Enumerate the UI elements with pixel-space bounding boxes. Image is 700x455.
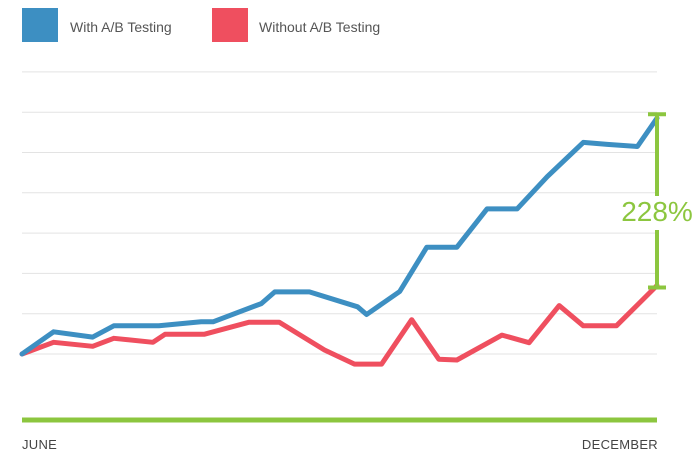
x-axis-end-label: DECEMBER — [582, 437, 658, 452]
legend-label-without-ab-testing: Without A/B Testing — [259, 19, 380, 35]
difference-annotation: 228% — [621, 112, 693, 290]
legend-swatch-without-ab-testing — [212, 8, 248, 42]
annotation-label: 228% — [621, 196, 693, 227]
legend-label-with-ab-testing: With A/B Testing — [70, 19, 172, 35]
legend: With A/B Testing Without A/B Testing — [22, 8, 380, 42]
gridlines — [22, 71, 657, 355]
series-line-without-ab-testing — [19, 283, 660, 367]
series-layer — [19, 115, 660, 367]
x-axis-start-label: JUNE — [22, 437, 57, 452]
legend-swatch-with-ab-testing — [22, 8, 58, 42]
series-line-with-ab-testing — [19, 115, 660, 357]
